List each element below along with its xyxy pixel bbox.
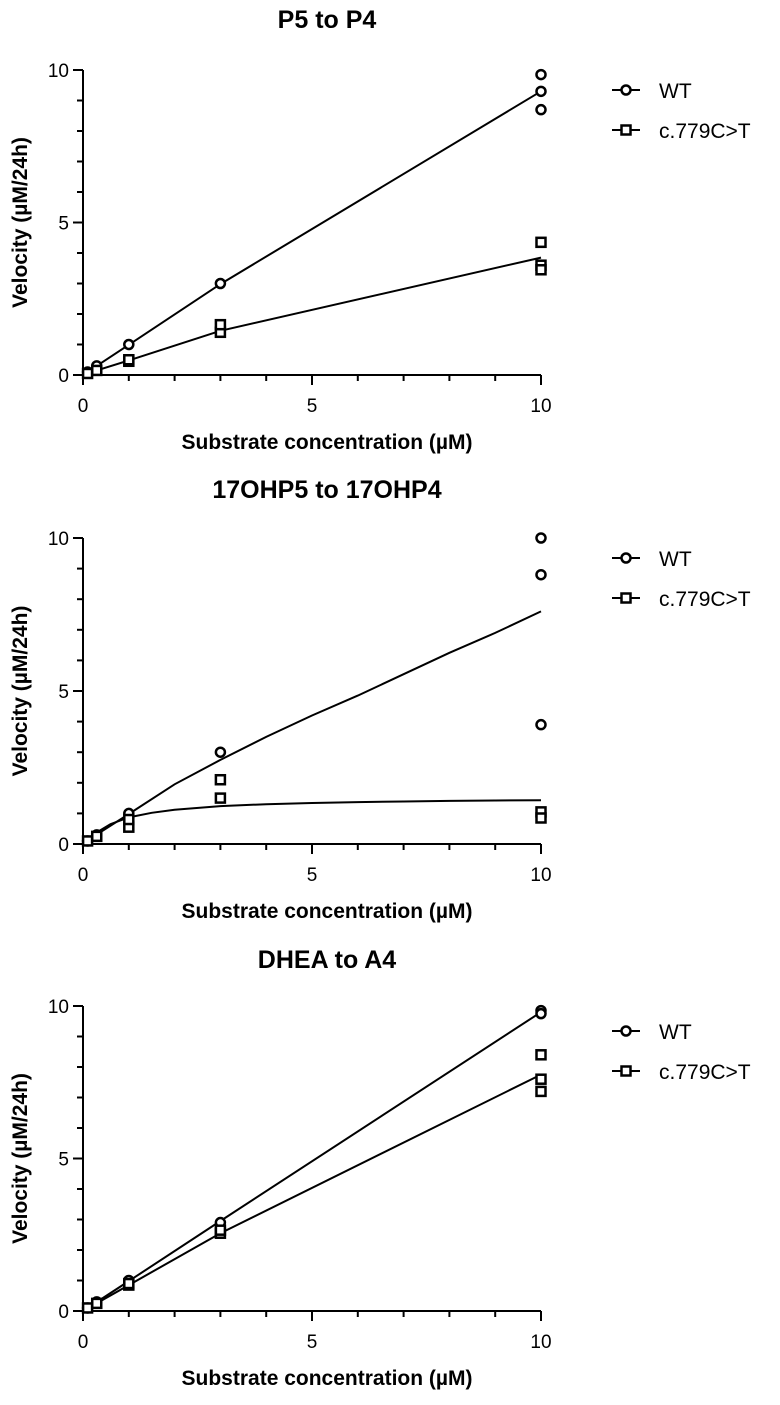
data-point-wt [535,103,547,116]
chart-title: DHEA to A4 [258,946,397,974]
legend-circle-icon [620,1025,632,1037]
x-tick-label: 5 [307,396,318,417]
data-point-mutant [81,1302,94,1314]
data-point-mutant [535,812,547,824]
fit-line-mutant [82,256,542,376]
x-tick-label: 10 [530,865,551,886]
legend-label: WT [659,80,692,103]
chart-title: P5 to P4 [278,6,377,34]
data-point-mutant [90,830,103,843]
data-point-mutant [535,1085,547,1098]
y-tick-label: 5 [58,1150,69,1171]
y-tick-label: 10 [48,529,69,550]
y-axis-label: Velocity (µM/24h) [9,1073,32,1244]
data-point-mutant [123,1277,135,1290]
x-tick-label: 5 [307,865,318,886]
data-point-wt [535,68,547,81]
x-axis-label: Substrate concentration (µM) [182,900,473,923]
y-tick-label: 5 [58,214,69,235]
legend-square-icon [620,124,632,136]
data-point-mutant [214,318,227,331]
fit-line-mutant [82,1073,542,1312]
y-tick-label: 10 [48,997,69,1018]
y-tick-label: 0 [58,835,69,856]
data-point-mutant [535,236,547,249]
chart-title: 17OHP5 to 17OHP4 [212,476,441,504]
data-point-mutant [214,1224,227,1236]
fit-line-mutant [82,799,542,845]
y-tick-label: 0 [58,366,69,387]
x-tick-label: 0 [78,1332,89,1353]
legend-label: WT [659,548,692,571]
data-point-wt [214,746,227,758]
chart-panel-2: 17OHP5 to 17OHP4 0 5 10 0 5 10 Substrate concen… [9,476,751,923]
data-point-mutant [123,813,135,826]
x-axis-label: Substrate concentration (µM) [182,1367,473,1390]
y-tick-label: 5 [58,682,69,703]
legend-label: c.779C>T [659,120,751,143]
fit-line-wt [82,90,542,376]
data-point-mutant [123,354,135,366]
x-axis-label: Substrate concentration (µM) [182,431,473,454]
fit-line-wt [82,1011,542,1312]
fit-line-wt [82,610,542,845]
data-point-mutant [535,264,547,276]
data-point-wt [214,277,227,290]
data-point-mutant [214,792,227,804]
y-tick-label: 0 [58,1302,69,1323]
legend-circle-icon [620,552,632,564]
chart-panel-3: DHEA to A4 0 5 10 0 5 10 Substrate concentratio… [9,946,751,1390]
x-tick-label: 0 [78,396,89,417]
y-axis-label: Velocity (µM/24h) [9,606,32,777]
data-point-wt [535,85,547,98]
data-point-wt [535,568,547,581]
data-point-mutant [214,773,227,786]
legend-label: c.779C>T [659,588,751,611]
legend-circle-icon [620,84,632,96]
data-point-mutant [535,1049,547,1061]
data-point-wt [535,1007,547,1020]
legend-label: WT [659,1021,692,1044]
legend-square-icon [620,592,632,604]
y-tick-label: 10 [48,61,69,82]
data-point-mutant [81,835,94,847]
data-point-mutant [81,367,94,380]
data-point-wt [535,718,547,731]
data-point-mutant [90,364,103,377]
x-tick-label: 0 [78,865,89,886]
x-tick-label: 5 [307,1332,318,1353]
x-tick-label: 10 [530,1332,551,1353]
legend-square-icon [620,1065,632,1077]
legend-label: c.779C>T [659,1061,751,1084]
chart-panel-1: P5 to P4 0 5 10 0 5 10 Substrate concentration … [9,6,751,454]
data-point-mutant [535,1073,547,1085]
y-axis-label: Velocity (µM/24h) [9,137,32,308]
data-point-wt [123,338,135,351]
data-point-wt [535,532,547,544]
x-tick-label: 10 [530,396,551,417]
data-point-mutant [90,1297,103,1310]
